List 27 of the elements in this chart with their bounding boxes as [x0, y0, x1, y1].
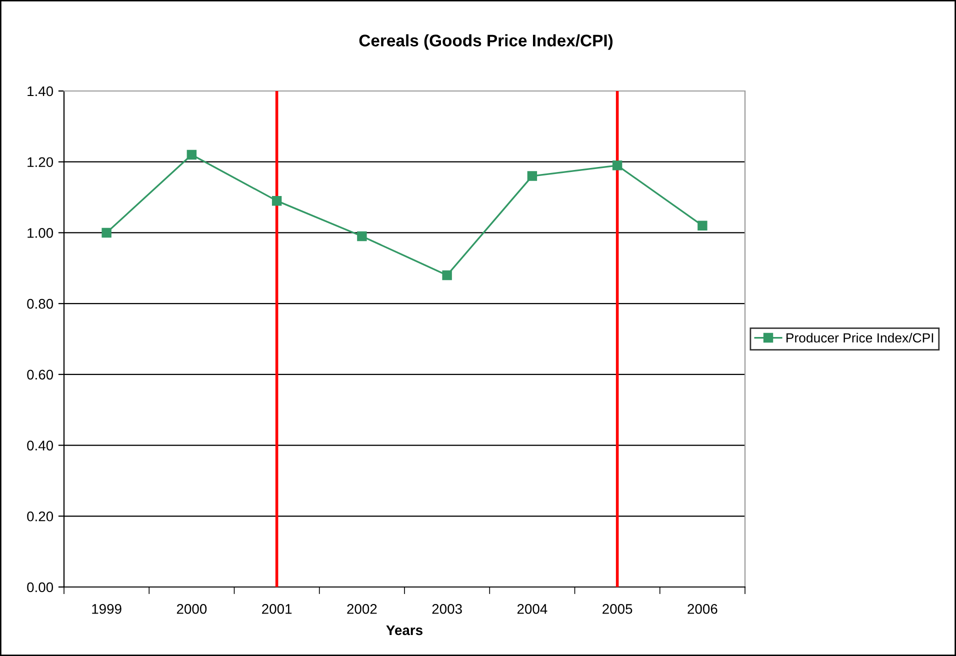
point — [357, 231, 367, 242]
point — [527, 171, 538, 181]
y-tick-label: 1.20 — [28, 157, 54, 168]
y-tick-label: 0.40 — [27, 440, 54, 450]
point — [102, 228, 112, 238]
y-tick-label: 1.40 — [28, 86, 54, 96]
x-tick-label: 2003 — [432, 604, 462, 614]
point — [442, 270, 452, 280]
point — [612, 160, 622, 170]
x-tick-label: 2005 — [602, 604, 632, 614]
x-tick-label: 2000 — [176, 604, 207, 614]
x-tick-label: 1999 — [92, 604, 122, 614]
y-tick-label: 0.60 — [27, 370, 54, 380]
point — [272, 196, 282, 206]
x-tick-label: 2006 — [688, 604, 718, 614]
legend-label: Producer Price Index/CPI — [786, 332, 934, 343]
x-tick-label: 2001 — [262, 604, 292, 614]
x-axis-title: Years — [386, 625, 422, 636]
chart-title: Cereals (Goods Price Index/CPI) — [359, 34, 613, 50]
x-tick-label: 2004 — [517, 604, 548, 614]
y-tick-label: 1.00 — [28, 228, 54, 238]
y-tick-label: 0.20 — [27, 511, 54, 522]
x-tick-label: 2002 — [347, 604, 377, 614]
point — [186, 150, 197, 160]
point — [698, 220, 708, 230]
y-tick-label: 0.80 — [27, 298, 54, 309]
y-tick-label: 0.00 — [27, 582, 54, 592]
